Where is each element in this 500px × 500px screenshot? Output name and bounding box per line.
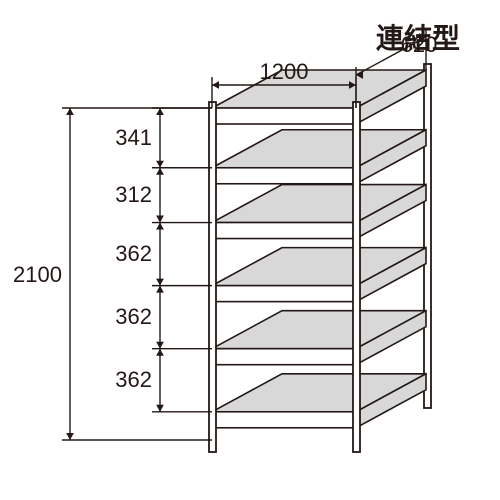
dim-value-spacing: 341 <box>115 125 152 150</box>
dim-value-spacing: 362 <box>115 304 152 329</box>
arrowhead <box>156 349 164 356</box>
arrowhead <box>66 108 74 115</box>
arrowhead <box>156 223 164 230</box>
arrowhead <box>156 168 164 175</box>
arrowhead <box>156 405 164 412</box>
arrowhead <box>156 216 164 223</box>
arrowhead <box>156 161 164 168</box>
arrowhead <box>156 342 164 349</box>
shelf-front-face <box>212 168 356 184</box>
shelf-front-face <box>212 349 356 365</box>
shelf-front-face <box>212 286 356 302</box>
shelf-front-face <box>212 108 356 124</box>
dim-value-spacing: 362 <box>115 367 152 392</box>
dim-value-width: 1200 <box>260 59 309 84</box>
post-front-right <box>353 102 360 452</box>
dim-value-height: 2100 <box>13 262 62 287</box>
shelf-front-face <box>212 223 356 239</box>
shelf-front-face <box>212 412 356 428</box>
arrowhead <box>156 279 164 286</box>
arrowhead <box>66 433 74 440</box>
dim-value-spacing: 312 <box>115 182 152 207</box>
dim-value-spacing: 362 <box>115 241 152 266</box>
post-front-left <box>209 102 216 452</box>
arrowhead <box>156 286 164 293</box>
arrowhead <box>212 81 219 89</box>
shelf-unit <box>209 64 431 452</box>
shelving-dimension-diagram: 連結型21003413123623623621200620 <box>0 0 500 500</box>
post-rear-right <box>424 64 431 408</box>
dim-value-depth: 620 <box>401 32 438 57</box>
arrowhead <box>156 108 164 115</box>
